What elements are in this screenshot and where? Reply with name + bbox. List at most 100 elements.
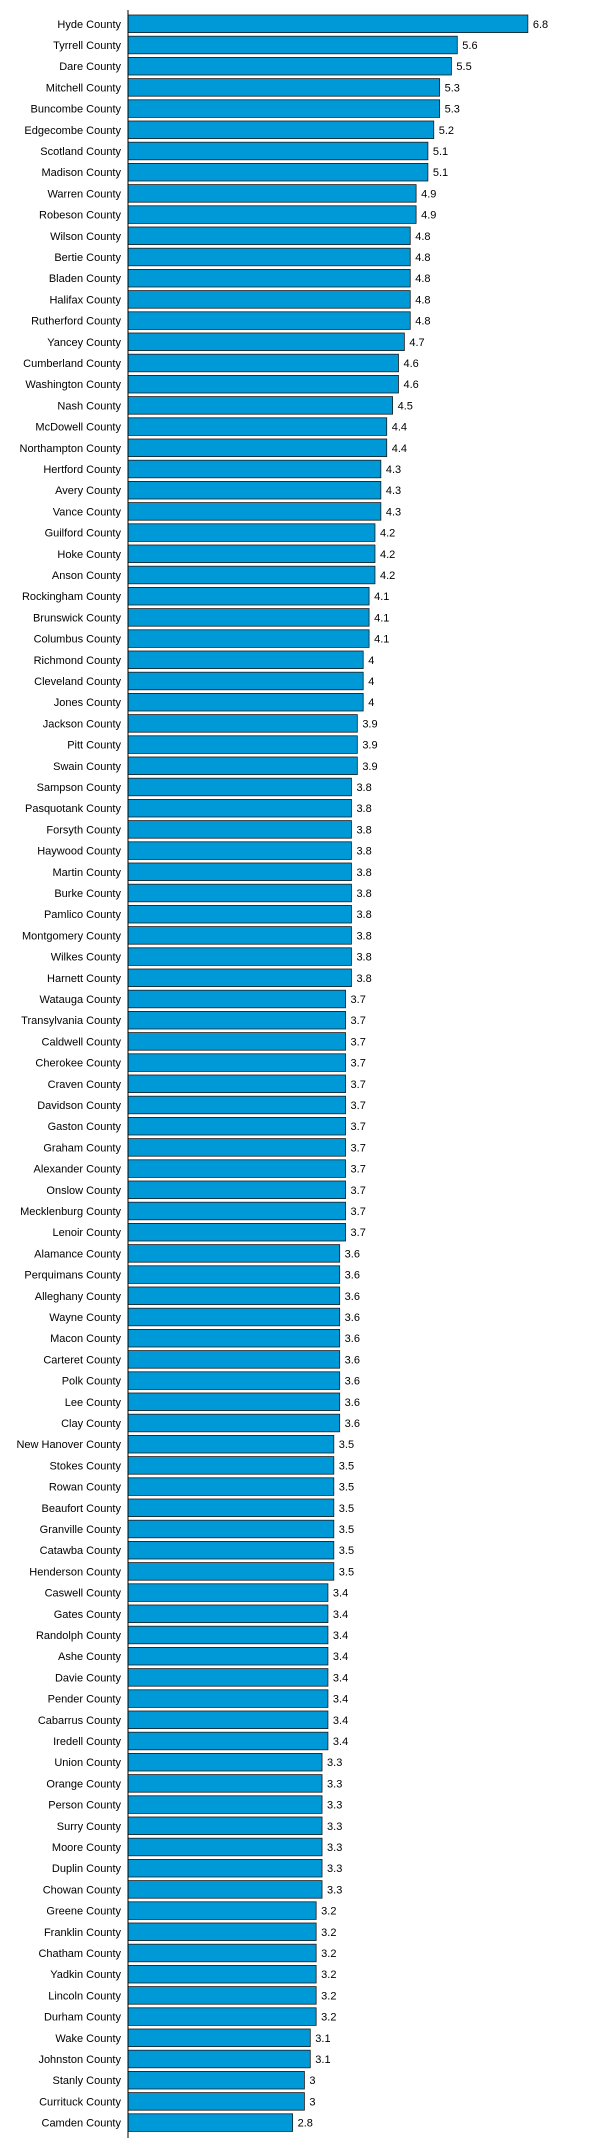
bar bbox=[127, 1074, 346, 1094]
value-label: 5.2 bbox=[439, 125, 454, 137]
bar bbox=[127, 523, 376, 542]
category-label: Rowan County bbox=[49, 1482, 122, 1494]
value-label: 4.8 bbox=[415, 273, 430, 285]
category-label: Caldwell County bbox=[42, 1036, 122, 1048]
value-label: 4.1 bbox=[374, 612, 389, 624]
category-label: Wake County bbox=[55, 2033, 121, 2045]
category-label: Lenoir County bbox=[53, 1227, 122, 1239]
category-label: Pasquotank County bbox=[25, 803, 122, 815]
category-label: Polk County bbox=[62, 1376, 122, 1388]
category-label: Franklin County bbox=[44, 1927, 122, 1939]
bar bbox=[127, 2049, 311, 2069]
category-labels-layer: Hyde County Tyrrell County Dare County Mitc… bbox=[16, 19, 121, 2130]
value-label: 3.3 bbox=[327, 1757, 342, 1769]
category-label: Watauga County bbox=[39, 994, 121, 1006]
bar bbox=[127, 1392, 341, 1412]
bar bbox=[127, 1138, 346, 1157]
bar bbox=[127, 565, 376, 585]
value-label: 3.8 bbox=[356, 782, 371, 794]
value-label: 3.7 bbox=[351, 1185, 366, 1197]
category-label: Cleveland County bbox=[34, 676, 121, 688]
value-label: 4.1 bbox=[374, 591, 389, 603]
value-label: 3.7 bbox=[351, 1058, 366, 1070]
bar bbox=[127, 1710, 329, 1730]
bar bbox=[127, 438, 388, 458]
category-label: Union County bbox=[54, 1757, 121, 1769]
category-label: Vance County bbox=[53, 506, 122, 518]
bar bbox=[127, 1859, 323, 1878]
value-label: 3.8 bbox=[356, 952, 371, 964]
category-label: Chowan County bbox=[43, 1884, 122, 1896]
value-label: 5.5 bbox=[456, 61, 471, 73]
value-label: 3.4 bbox=[333, 1694, 348, 1706]
value-label: 3.4 bbox=[333, 1609, 348, 1621]
bar bbox=[127, 1604, 329, 1624]
value-label: 3.6 bbox=[345, 1418, 360, 1430]
category-label: Davidson County bbox=[37, 1100, 121, 1112]
category-label: Pender County bbox=[48, 1694, 122, 1706]
bar bbox=[127, 1435, 335, 1454]
bar bbox=[127, 1922, 317, 1942]
category-label: Hoke County bbox=[57, 549, 121, 561]
bar bbox=[127, 290, 411, 309]
category-label: Catawba County bbox=[40, 1545, 122, 1557]
bar bbox=[127, 947, 352, 966]
bar bbox=[127, 2028, 311, 2048]
bar bbox=[127, 1583, 329, 1602]
category-label: Granville County bbox=[40, 1524, 122, 1536]
category-label: Buncombe County bbox=[31, 104, 122, 116]
value-label: 3.9 bbox=[362, 761, 377, 773]
value-labels-layer: 6.8 5.6 5.5 5.3 5.3 5.2 5.1 5.1 4.9 4.9 4.8 4.8 4.8 4… bbox=[298, 19, 548, 2130]
category-label: Clay County bbox=[61, 1418, 121, 1430]
category-label: Macon County bbox=[50, 1333, 121, 1345]
category-label: Tyrrell County bbox=[53, 40, 121, 52]
bar bbox=[127, 1816, 323, 1836]
bar bbox=[127, 1774, 323, 1793]
category-label: Durham County bbox=[44, 2012, 122, 2024]
value-label: 4.2 bbox=[380, 549, 395, 561]
value-label: 4.8 bbox=[415, 294, 430, 306]
bar bbox=[127, 205, 417, 224]
value-label: 4.2 bbox=[380, 528, 395, 540]
category-label: Brunswick County bbox=[33, 612, 122, 624]
value-label: 3.7 bbox=[351, 1100, 366, 1112]
value-label: 3.5 bbox=[339, 1439, 354, 1451]
category-label: Davie County bbox=[55, 1672, 122, 1684]
bar bbox=[127, 141, 429, 161]
value-label: 3.2 bbox=[321, 1990, 336, 2002]
bars-layer bbox=[127, 14, 529, 2132]
value-label: 2.8 bbox=[298, 2118, 313, 2130]
bar bbox=[127, 247, 411, 267]
value-label: 4.1 bbox=[374, 634, 389, 646]
bar bbox=[127, 1519, 335, 1539]
value-label: 3.8 bbox=[356, 888, 371, 900]
bar bbox=[127, 78, 441, 97]
category-label: Pitt County bbox=[67, 740, 121, 752]
category-label: Halifax County bbox=[49, 294, 121, 306]
category-label: Warren County bbox=[47, 188, 121, 200]
bar bbox=[127, 1753, 323, 1772]
value-label: 3.6 bbox=[345, 1248, 360, 1260]
category-label: Alexander County bbox=[34, 1164, 122, 1176]
category-label: Forsyth County bbox=[46, 824, 121, 836]
category-label: Martin County bbox=[53, 867, 122, 879]
value-label: 4 bbox=[368, 655, 374, 667]
value-label: 3.6 bbox=[345, 1270, 360, 1282]
bar bbox=[127, 989, 346, 1009]
category-label: Harnett County bbox=[47, 973, 121, 985]
value-label: 4.3 bbox=[386, 506, 401, 518]
bar bbox=[127, 587, 370, 606]
category-label: Surry County bbox=[57, 1821, 122, 1833]
value-label: 3.5 bbox=[339, 1524, 354, 1536]
category-label: Nash County bbox=[57, 400, 121, 412]
bar bbox=[127, 1244, 341, 1263]
bar bbox=[127, 184, 417, 203]
category-label: Bladen County bbox=[49, 273, 122, 285]
bar bbox=[127, 1201, 346, 1221]
bar bbox=[127, 57, 452, 76]
value-label: 3.2 bbox=[321, 1969, 336, 1981]
bar bbox=[127, 1117, 346, 1136]
value-label: 3.3 bbox=[327, 1863, 342, 1875]
